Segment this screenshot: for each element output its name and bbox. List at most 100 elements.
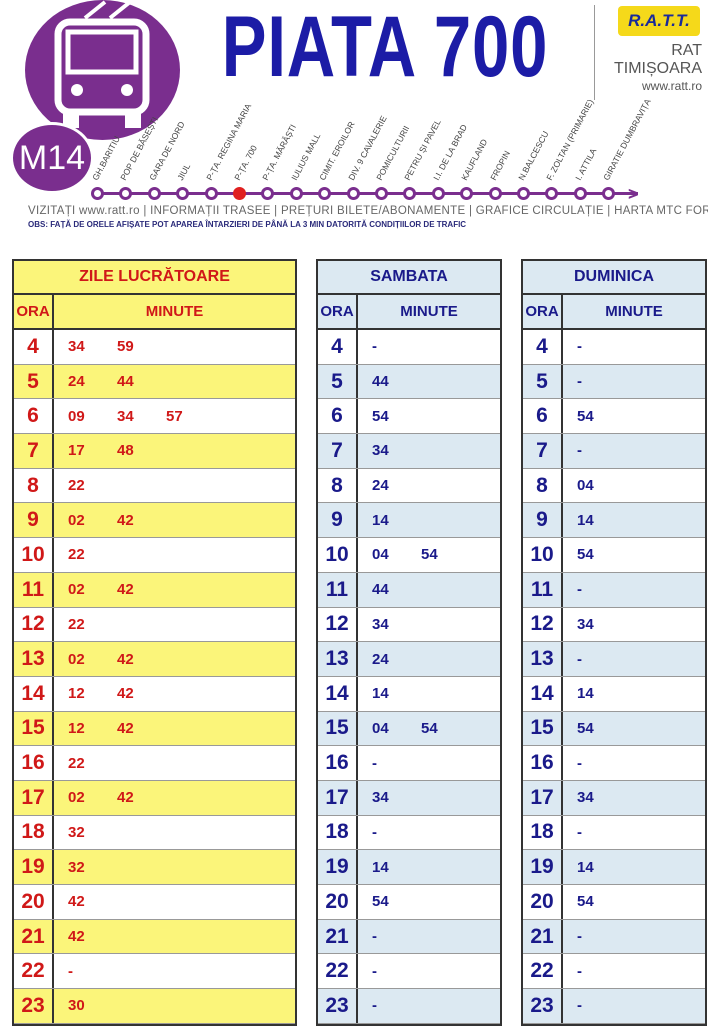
timetable-sun: DUMINICA ORA MINUTE 4-5-6 54 7-8 04 9 14 10 54 11-… — [521, 259, 707, 1026]
hour-cell: 15 — [523, 711, 563, 746]
column-headers: ORA MINUTE — [14, 295, 295, 330]
minute-value: 04 — [372, 546, 389, 564]
minute-header: MINUTE — [145, 303, 204, 320]
minute-value: 44 — [117, 373, 134, 391]
table-row: 15 54 — [523, 711, 705, 747]
hour-cell: 13 — [318, 642, 358, 676]
stop-marker — [488, 187, 502, 200]
table-row: 16- — [523, 746, 705, 781]
hour-cell: 22 — [318, 954, 358, 989]
hour-cell: 13 — [14, 642, 54, 676]
hour-cell: 19 — [318, 850, 358, 884]
hour-cell: 22 — [14, 954, 54, 989]
table-row: 11 02 42 — [14, 572, 295, 608]
table-row: 10 22 — [14, 538, 295, 573]
hour-cell: 18 — [14, 815, 54, 850]
minute-value: 24 — [372, 650, 389, 668]
minutes-cell: 24 44 — [54, 365, 295, 399]
table-row: 22- — [14, 954, 295, 990]
stop-label: KAUFLAND — [459, 137, 490, 182]
column-headers: ORA MINUTE — [523, 295, 705, 330]
minutes-cell: 14 — [358, 850, 500, 884]
minute-value: - — [372, 962, 377, 980]
minutes-cell: - — [563, 989, 705, 1023]
minute-value: - — [372, 997, 377, 1015]
minutes-cell: 32 — [54, 816, 295, 850]
minutes-cell: 54 — [563, 885, 705, 919]
minutes-cell: - — [563, 434, 705, 468]
minute-value: 22 — [68, 546, 85, 564]
minute-value: - — [577, 373, 582, 391]
minute-value: 12 — [68, 685, 85, 703]
minute-value: 34 — [577, 789, 594, 807]
website-link[interactable]: www.ratt.ro — [641, 79, 702, 93]
minute-value: 14 — [577, 511, 594, 529]
table-row: 14 14 — [523, 676, 705, 712]
hour-cell: 20 — [14, 885, 54, 919]
stop-marker — [375, 187, 388, 200]
table-row: 9 02 42 — [14, 503, 295, 539]
minute-value: 42 — [117, 789, 134, 807]
column-headers: ORA MINUTE — [318, 295, 500, 330]
table-row: 10 04 54 — [318, 538, 500, 573]
minute-value: - — [372, 338, 377, 356]
minutes-cell: 09 34 57 — [54, 399, 295, 433]
minutes-cell: 54 — [358, 399, 500, 433]
table-row: 13 02 42 — [14, 642, 295, 677]
minutes-cell: 34 — [563, 781, 705, 815]
minutes-cell: - — [54, 954, 295, 988]
hour-cell: 23 — [318, 989, 358, 1023]
stop-marker — [233, 187, 246, 200]
minutes-cell: - — [358, 920, 500, 954]
minute-value: 57 — [166, 407, 183, 425]
hour-cell: 9 — [14, 503, 54, 538]
minutes-cell: - — [563, 365, 705, 399]
stop-marker — [147, 187, 161, 200]
minute-value: 02 — [68, 511, 85, 529]
hour-cell: 4 — [523, 330, 563, 364]
stop-marker — [346, 187, 360, 200]
minute-value: 12 — [68, 719, 85, 737]
minutes-cell: 42 — [54, 885, 295, 919]
minute-value: 59 — [117, 338, 134, 356]
table-row: 8 04 — [523, 468, 705, 504]
hour-cell: 8 — [318, 468, 358, 503]
minute-value: 42 — [117, 511, 134, 529]
table-row: 21- — [523, 919, 705, 955]
hour-cell: 11 — [14, 572, 54, 607]
minutes-cell: 34 — [563, 608, 705, 642]
minute-value: - — [577, 962, 582, 980]
minute-value: 54 — [577, 407, 594, 425]
minutes-cell: 14 — [563, 850, 705, 884]
minute-value: - — [372, 928, 377, 946]
table-row: 7 17 48 — [14, 434, 295, 469]
minute-value: 24 — [372, 477, 389, 495]
minutes-cell: 14 — [563, 677, 705, 711]
hour-cell: 10 — [14, 538, 54, 572]
minutes-cell: 32 — [54, 850, 295, 884]
stop-label: GH.BARITIU — [90, 134, 122, 182]
minutes-cell: 02 42 — [54, 781, 295, 815]
hour-cell: 5 — [523, 364, 563, 399]
table-title: ZILE LUCRĂTOARE — [14, 261, 295, 295]
minutes-cell: 54 — [563, 399, 705, 433]
stop-marker — [176, 187, 190, 200]
stop-marker — [403, 187, 417, 200]
table-row: 21- — [318, 919, 500, 955]
minute-value: 30 — [68, 997, 85, 1015]
stop-label: I. ATTILA — [572, 146, 599, 182]
minute-value: 24 — [68, 373, 85, 391]
minutes-cell: 42 — [54, 920, 295, 954]
hour-cell: 17 — [523, 780, 563, 815]
minute-value: 34 — [577, 615, 594, 633]
hour-cell: 16 — [318, 746, 358, 780]
stop-marker — [517, 187, 530, 200]
minute-value: 14 — [577, 685, 594, 703]
minute-value: 02 — [68, 650, 85, 668]
site-links[interactable]: VIZITAȚI www.ratt.ro | INFORMAȚII TRASEE… — [28, 205, 708, 217]
timetable-work: ZILE LUCRĂTOARE ORA MINUTE 4 34 59 5 24 44 6 09 34… — [12, 259, 297, 1026]
hour-cell: 9 — [318, 503, 358, 538]
minute-value: - — [372, 754, 377, 772]
table-row: 4- — [318, 330, 500, 365]
table-row: 4- — [523, 330, 705, 365]
